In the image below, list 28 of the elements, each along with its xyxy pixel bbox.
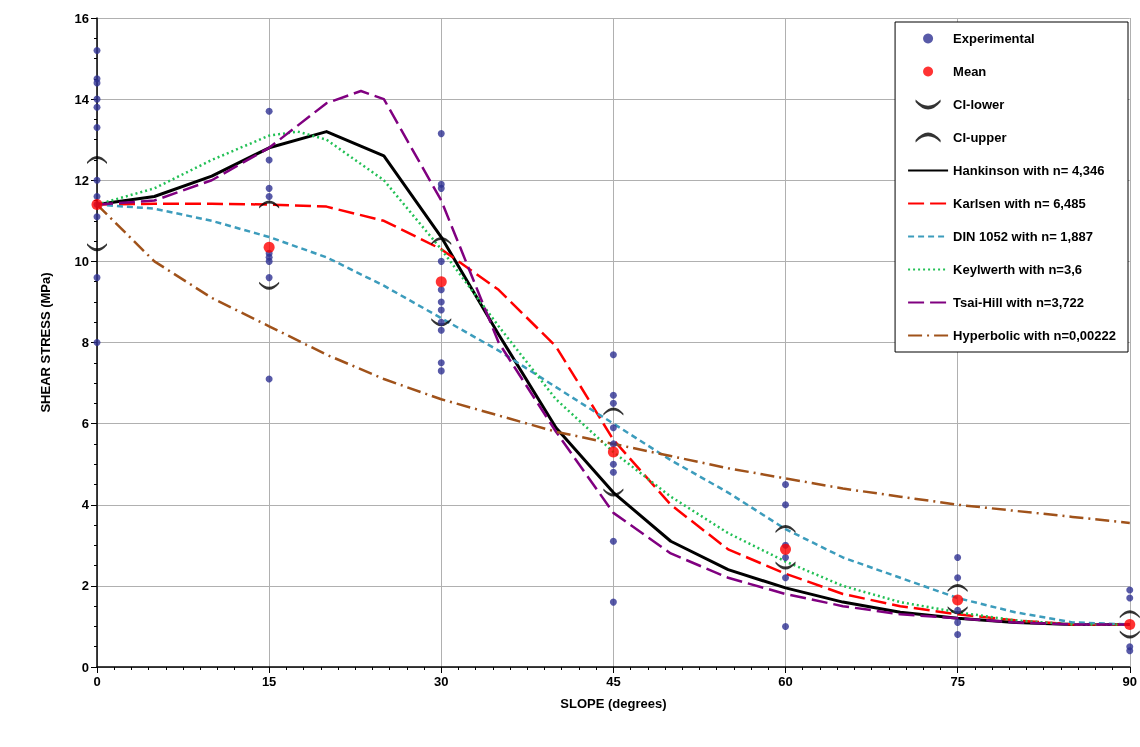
- legend-label: Experimental: [953, 31, 1035, 46]
- legend-label: Tsai-Hill with n=3,722: [953, 295, 1084, 310]
- x-tick-label: 60: [778, 674, 793, 689]
- legend-label: DIN 1052 with n= 1,887: [953, 229, 1093, 244]
- y-axis-title: SHEAR STRESS (MPa): [38, 272, 53, 413]
- y-tick-label: 4: [81, 497, 90, 513]
- x-tick-label: 15: [261, 674, 277, 689]
- y-tick-label: 0: [81, 659, 89, 675]
- legend-label: Keylwerth with n=3,6: [953, 262, 1083, 277]
- y-tick-label: 2: [81, 578, 89, 594]
- y-tick-label: 10: [74, 253, 89, 269]
- x-axis-title: SLOPE (degrees): [560, 696, 667, 711]
- legend-label: Hyperbolic with n=0,00222: [953, 328, 1117, 343]
- legend-label: CI-lower: [953, 97, 1005, 112]
- y-tick-label: 6: [81, 416, 89, 432]
- x-tick-label: 30: [434, 674, 449, 689]
- y-tick-label: 14: [74, 91, 90, 107]
- x-tick-label: 45: [606, 674, 621, 689]
- x-tick-label: 0: [93, 674, 101, 689]
- legend-label: Karlsen with n= 6,485: [953, 196, 1086, 211]
- legend-label: CI-upper: [953, 130, 1007, 145]
- y-tick-label: 8: [81, 335, 89, 350]
- legend-label: Hankinson with n= 4,346: [953, 163, 1105, 178]
- y-tick-label: 16: [74, 10, 89, 26]
- x-tick-label: 75: [950, 674, 965, 689]
- y-tick-label: 12: [74, 172, 89, 188]
- x-tick-label: 90: [1122, 674, 1137, 689]
- legend-label: Mean: [953, 64, 987, 79]
